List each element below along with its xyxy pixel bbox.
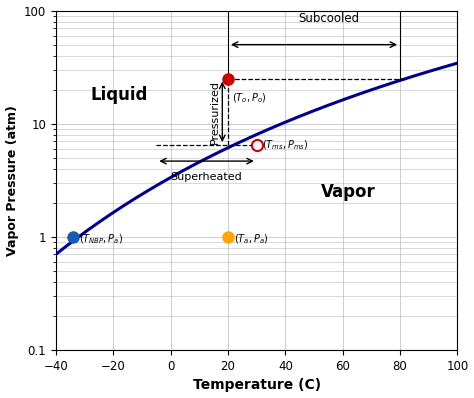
Text: Liquid: Liquid	[91, 86, 148, 104]
Text: $(T_o, P_o)$: $(T_o, P_o)$	[232, 91, 267, 105]
Text: Vapor: Vapor	[321, 183, 376, 201]
Text: $(T_{NBP}, P_a)$: $(T_{NBP}, P_a)$	[79, 232, 123, 246]
Text: $(T_a, P_a)$: $(T_a, P_a)$	[234, 232, 268, 246]
Text: Subcooled: Subcooled	[298, 12, 359, 25]
X-axis label: Temperature (C): Temperature (C)	[192, 378, 321, 392]
Text: $(T_{ms}, P_{ms})$: $(T_{ms}, P_{ms})$	[263, 138, 309, 152]
Text: Pressurized: Pressurized	[210, 80, 219, 144]
Text: Superheated: Superheated	[171, 172, 242, 182]
Y-axis label: Vapor Pressure (atm): Vapor Pressure (atm)	[6, 105, 18, 256]
